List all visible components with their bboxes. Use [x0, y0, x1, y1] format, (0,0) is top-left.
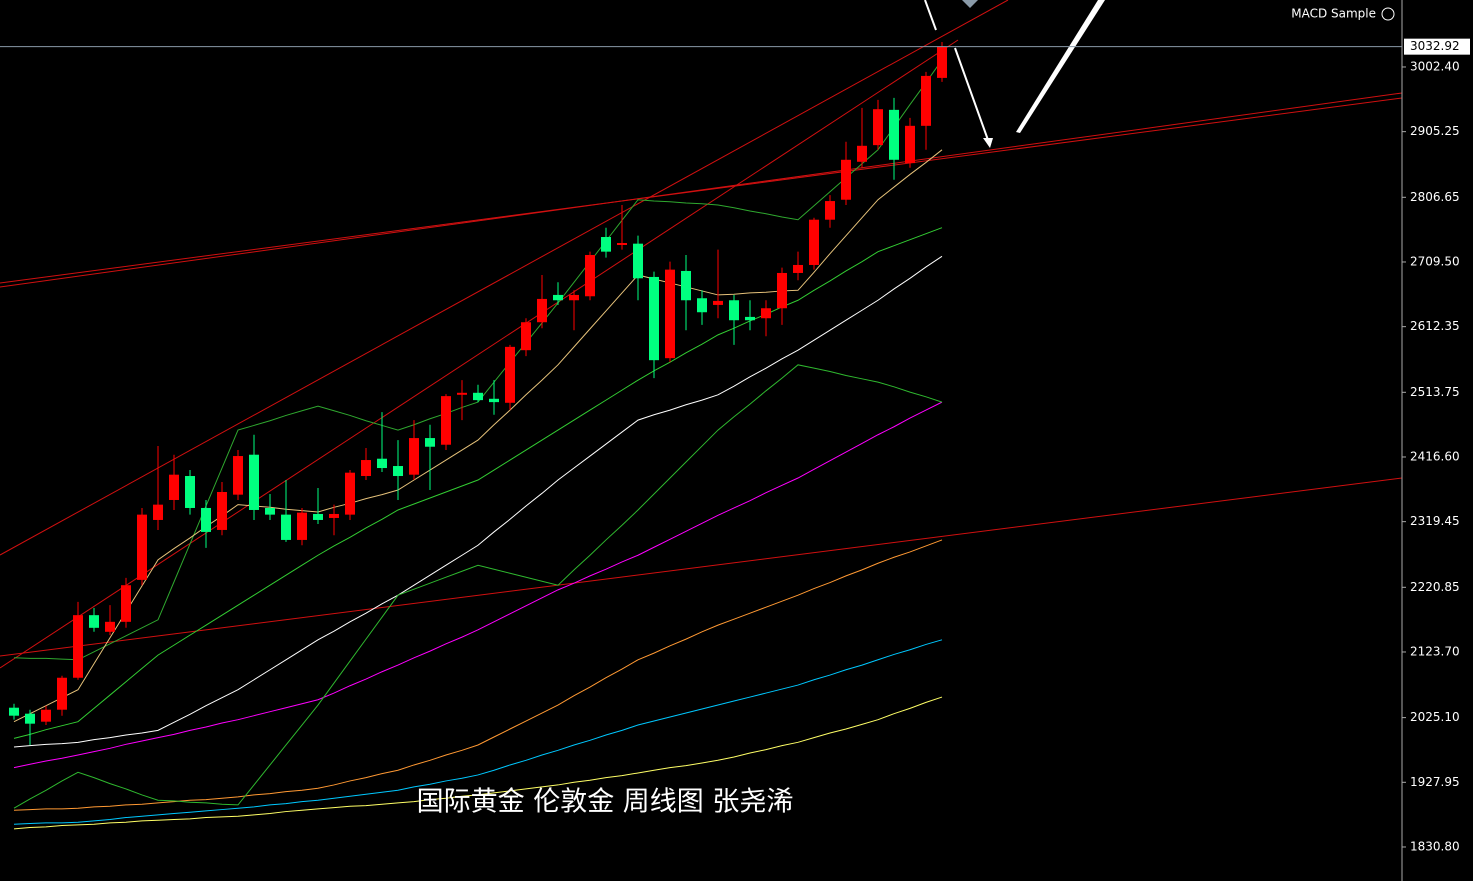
y-tick-label: 1830.80	[1410, 839, 1460, 853]
candle-body	[57, 677, 67, 710]
candle-body	[729, 300, 739, 321]
y-tick-label: 3002.40	[1410, 59, 1460, 73]
candle-body	[841, 159, 851, 200]
candle-body	[409, 438, 419, 475]
candle-body	[553, 294, 563, 301]
candle-body	[585, 254, 595, 297]
candle-body	[105, 621, 115, 632]
candle-body	[521, 322, 531, 351]
candle-body	[537, 298, 547, 323]
y-tick-label: 2416.60	[1410, 449, 1460, 463]
candle-body	[89, 615, 99, 628]
candle-body	[233, 456, 243, 495]
trend-line	[0, 0, 1009, 556]
candle-body	[361, 460, 371, 477]
candle-body	[873, 109, 883, 146]
candle-body	[633, 243, 643, 279]
candle-body	[137, 514, 147, 580]
candle-body	[73, 615, 83, 678]
y-tick-label: 2123.70	[1410, 644, 1460, 658]
trend-line	[0, 477, 1403, 657]
indicator-line	[13, 364, 943, 809]
candle-body	[265, 507, 275, 515]
trend-line	[0, 97, 1403, 284]
candle-body	[777, 272, 787, 309]
indicator-line	[13, 539, 943, 811]
candle-body	[185, 476, 195, 508]
candle-body	[329, 513, 339, 518]
candle-body	[473, 392, 483, 401]
candle-body	[905, 125, 915, 164]
candle-body	[665, 269, 675, 359]
status-icon	[1381, 7, 1395, 21]
candle-body	[809, 219, 819, 265]
candle-body	[457, 392, 467, 395]
indicator-line	[13, 227, 943, 739]
y-tick-label: 2905.25	[1410, 124, 1460, 138]
candle-body	[41, 709, 51, 722]
candle-body	[393, 466, 403, 477]
annotation: 国际黄金 伦敦金 周线图 张尧浠	[417, 787, 794, 818]
candle-body	[745, 316, 755, 321]
candle-body	[761, 308, 771, 319]
indicator-line	[13, 639, 943, 825]
candle-body	[377, 458, 387, 469]
indicator-line	[13, 696, 943, 830]
y-tick-label: 2709.50	[1410, 254, 1460, 268]
last-price-box	[1404, 38, 1470, 55]
candle-body	[569, 294, 579, 301]
candle-body	[249, 454, 259, 510]
candle-body	[713, 300, 723, 305]
candle-body	[25, 713, 35, 724]
candle-body	[441, 396, 451, 445]
candle-body	[825, 201, 835, 220]
indicator-line	[13, 401, 943, 769]
candle-body	[937, 46, 947, 78]
indicator-line	[13, 255, 943, 748]
chart-title: MACD Sample	[1291, 7, 1376, 21]
arrow	[954, 47, 989, 141]
candle-body	[9, 707, 19, 716]
arrow	[924, 0, 937, 31]
trend-line	[0, 39, 959, 669]
candle-body	[169, 474, 179, 500]
candle-body	[297, 512, 307, 540]
candle-body	[601, 237, 611, 252]
candle-body	[345, 472, 355, 515]
indicator-line	[13, 149, 943, 723]
candle-body	[425, 438, 435, 447]
candle-body	[697, 298, 707, 313]
y-tick-label: 2513.75	[1410, 385, 1460, 399]
arrow-head	[983, 138, 993, 148]
candle-body	[681, 270, 691, 301]
y-tick-label: 2806.65	[1410, 190, 1460, 204]
y-tick-label: 2025.10	[1410, 710, 1460, 724]
marker	[962, 0, 978, 8]
candle-body	[857, 145, 867, 162]
y-tick-label: 2220.85	[1410, 580, 1460, 594]
candle-body	[617, 243, 627, 245]
candle-body	[889, 109, 899, 160]
candle-body	[217, 491, 227, 530]
y-tick-label: 1927.95	[1410, 775, 1460, 789]
candle-body	[153, 504, 163, 520]
arrow	[1016, 0, 1105, 133]
candle-body	[201, 507, 211, 532]
candle-body	[489, 398, 499, 403]
last-price-label: 3032.92	[1410, 39, 1460, 53]
candle-body	[281, 514, 291, 540]
y-tick-label: 2612.35	[1410, 319, 1460, 333]
candle-body	[793, 264, 803, 273]
candle-body	[921, 75, 931, 126]
candle-body	[313, 513, 323, 520]
y-tick-label: 2319.45	[1410, 514, 1460, 528]
candle-body	[121, 585, 131, 622]
candle-body	[505, 346, 515, 403]
trend-lines	[0, 0, 1403, 669]
candle-body	[649, 276, 659, 361]
